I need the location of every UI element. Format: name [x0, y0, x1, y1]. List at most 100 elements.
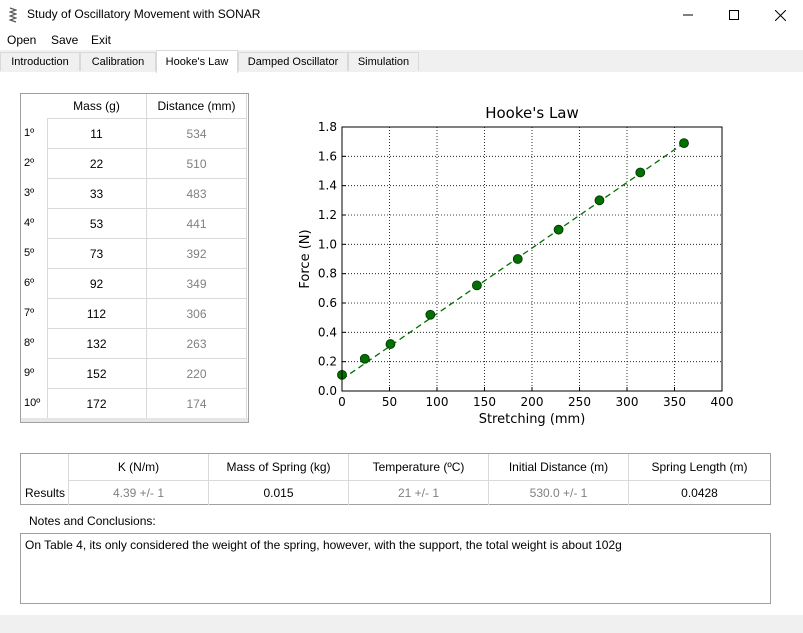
- row-header[interactable]: 1º: [24, 127, 35, 139]
- data-point: [635, 167, 646, 178]
- results-header-mass-of-spring[interactable]: Mass of Spring (kg): [208, 454, 348, 480]
- minimize-button[interactable]: [665, 0, 711, 30]
- mass-cell[interactable]: 53: [47, 208, 147, 238]
- mass-cell[interactable]: 152: [47, 358, 147, 388]
- tab-introduction[interactable]: Introduction: [0, 52, 80, 71]
- tab-bar: Introduction Calibration Hooke's Law Dam…: [0, 50, 803, 73]
- menu-exit[interactable]: Exit: [91, 33, 112, 47]
- row-header[interactable]: 7º: [24, 307, 35, 319]
- data-points: [337, 138, 689, 380]
- y-tick-label: 0.4: [318, 325, 337, 339]
- x-tick-label: 250: [568, 395, 591, 409]
- chart-grid: [341, 126, 723, 392]
- y-tick-label: 0.0: [318, 384, 337, 398]
- y-tick-label: 1.4: [318, 179, 337, 193]
- horizontal-scrollbar[interactable]: [21, 418, 248, 422]
- chart-title: Hooke's Law: [485, 104, 579, 122]
- mass-cell[interactable]: 22: [47, 148, 147, 178]
- results-header-initial-distance[interactable]: Initial Distance (m): [488, 454, 628, 480]
- mass-cell[interactable]: 33: [47, 178, 147, 208]
- x-tick-label: 50: [382, 395, 397, 409]
- results-header-k[interactable]: K (N/m): [68, 454, 208, 480]
- distance-cell[interactable]: 534: [147, 118, 247, 148]
- y-tick-label: 0.2: [318, 355, 337, 369]
- data-point: [594, 195, 605, 206]
- results-row-label: Results: [25, 485, 66, 500]
- menu-open[interactable]: Open: [7, 33, 37, 47]
- window-title: Study of Oscillatory Movement with SONAR: [27, 7, 261, 21]
- y-tick-label: 1.8: [318, 120, 337, 134]
- tab-calibration[interactable]: Calibration: [80, 52, 156, 71]
- column-header-distance[interactable]: Distance (mm): [147, 94, 247, 118]
- x-tick-label: 350: [663, 395, 686, 409]
- x-axis-label: Stretching (mm): [479, 412, 586, 426]
- column-header-mass[interactable]: Mass (g): [47, 94, 147, 118]
- row-header[interactable]: 6º: [24, 277, 35, 289]
- distance-cell[interactable]: 263: [147, 328, 247, 358]
- close-button[interactable]: [757, 0, 803, 30]
- minimize-icon: [683, 14, 693, 16]
- y-axis-label: Force (N): [298, 229, 313, 288]
- tab-damped-oscillator[interactable]: Damped Oscillator: [238, 52, 348, 71]
- x-tick-label: 200: [521, 395, 544, 409]
- chart-ticks: 0 50 100 150 200 250 300 350 400 0.0 0.2 0.4 0.6 0.8 1…: [318, 120, 734, 409]
- hookes-law-chart: Hooke's Law 0 50 100 150 200 250 300 350 4000.00…: [298, 104, 734, 426]
- menu-save[interactable]: Save: [51, 33, 79, 47]
- plot-frame: [341, 126, 723, 392]
- menu-bar: Open Save Exit: [0, 30, 803, 50]
- results-mass-of-spring-value[interactable]: 0.015: [208, 480, 348, 505]
- table-corner: [21, 94, 47, 118]
- mass-cell[interactable]: 112: [47, 298, 147, 328]
- mass-cell[interactable]: 172: [47, 388, 147, 418]
- notes-textarea[interactable]: On Table 4, its only considered the weig…: [20, 533, 771, 604]
- distance-cell[interactable]: 483: [147, 178, 247, 208]
- data-point: [679, 138, 689, 149]
- mass-cell[interactable]: 92: [47, 268, 147, 298]
- maximize-button[interactable]: [711, 0, 757, 30]
- close-icon: [774, 9, 786, 21]
- measurements-table[interactable]: Mass (g) Distance (mm) 1º 11 534 2º 22 510 3º 3…: [20, 93, 249, 423]
- spring-icon: [9, 7, 17, 23]
- hookes-law-panel: Mass (g) Distance (mm) 1º 11 534 2º 22 510 3º 3…: [0, 72, 803, 615]
- x-tick-label: 400: [711, 395, 734, 409]
- x-tick-label: 100: [426, 395, 449, 409]
- distance-cell[interactable]: 441: [147, 208, 247, 238]
- y-tick-label: 0.6: [318, 296, 337, 310]
- results-header-spring-length[interactable]: Spring Length (m): [628, 454, 770, 480]
- results-table[interactable]: Results K (N/m) Mass of Spring (kg) Temp…: [20, 453, 771, 505]
- row-header[interactable]: 3º: [24, 187, 35, 199]
- data-point: [553, 224, 564, 235]
- distance-cell[interactable]: 510: [147, 148, 247, 178]
- y-tick-label: 0.8: [318, 267, 337, 281]
- y-tick-label: 1.2: [318, 208, 337, 222]
- data-point: [471, 280, 482, 291]
- notes-label: Notes and Conclusions:: [29, 514, 156, 528]
- mass-cell[interactable]: 132: [47, 328, 147, 358]
- row-header[interactable]: 8º: [24, 337, 35, 349]
- results-spring-length-value[interactable]: 0.0428: [628, 480, 770, 505]
- distance-cell[interactable]: 349: [147, 268, 247, 298]
- maximize-icon: [729, 10, 739, 20]
- data-point: [512, 254, 523, 264]
- mass-cell[interactable]: 73: [47, 238, 147, 268]
- distance-cell[interactable]: 306: [147, 298, 247, 328]
- status-bar: [0, 615, 803, 633]
- distance-cell[interactable]: 220: [147, 358, 247, 388]
- row-header[interactable]: 2º: [24, 157, 35, 169]
- row-header[interactable]: 9º: [24, 367, 35, 379]
- row-header[interactable]: 5º: [24, 247, 35, 259]
- y-tick-label: 1.0: [318, 237, 337, 251]
- title-bar: Study of Oscillatory Movement with SONAR: [0, 0, 803, 30]
- mass-cell[interactable]: 11: [47, 118, 147, 148]
- tab-hookes-law[interactable]: Hooke's Law: [156, 50, 238, 73]
- distance-cell[interactable]: 392: [147, 238, 247, 268]
- row-header[interactable]: 4º: [24, 217, 35, 229]
- distance-cell[interactable]: 174: [147, 388, 247, 418]
- tab-simulation[interactable]: Simulation: [348, 52, 419, 71]
- results-k-value[interactable]: 4.39 +/- 1: [68, 480, 208, 505]
- x-tick-label: 0: [338, 395, 346, 409]
- results-initial-distance-value[interactable]: 530.0 +/- 1: [488, 480, 628, 505]
- results-header-temperature[interactable]: Temperature (ºC): [348, 454, 488, 480]
- results-temperature-value[interactable]: 21 +/- 1: [348, 480, 488, 505]
- row-header[interactable]: 10º: [24, 397, 41, 409]
